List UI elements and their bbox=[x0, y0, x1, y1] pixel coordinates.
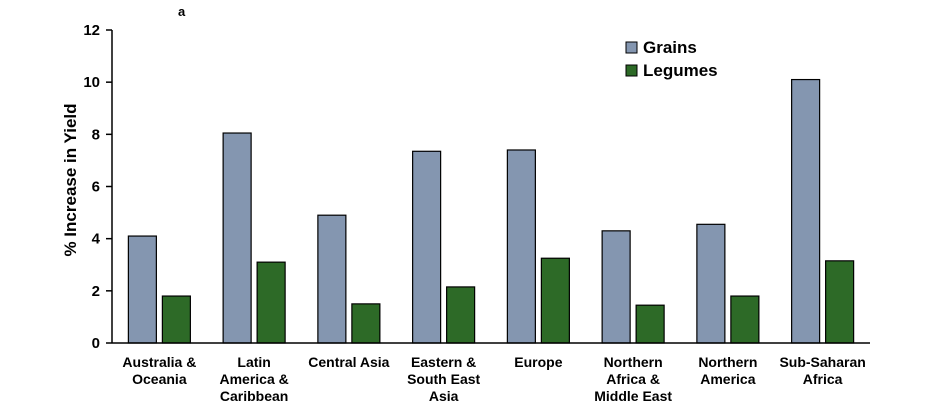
x-category-label: Eastern & bbox=[411, 354, 476, 370]
bar-legumes-5 bbox=[635, 304, 665, 344]
y-tick-label: 0 bbox=[92, 335, 100, 352]
bar-grains-5 bbox=[601, 230, 631, 344]
y-tick-label: 8 bbox=[92, 126, 100, 143]
bar-grains-3 bbox=[412, 150, 442, 344]
bar-legumes-3 bbox=[446, 286, 476, 344]
bar-legumes-1 bbox=[256, 261, 286, 344]
x-category-label: Middle East bbox=[594, 388, 672, 404]
bar-legumes-0 bbox=[161, 295, 191, 344]
x-category-label: America & bbox=[219, 371, 288, 387]
bar-grains-1 bbox=[222, 132, 252, 344]
y-axis-ticks: 0 2 4 6 8 10 12 bbox=[83, 22, 112, 352]
y-tick-label: 6 bbox=[92, 179, 100, 196]
panel-label: a bbox=[178, 4, 186, 19]
bar-grains-7 bbox=[791, 78, 821, 344]
bar-legumes-7 bbox=[825, 260, 855, 344]
y-axis-label: % Increase in Yield bbox=[61, 103, 80, 256]
x-category-label: Northern bbox=[698, 354, 757, 370]
x-category-label: Latin bbox=[237, 354, 270, 370]
x-category-label: Northern bbox=[604, 354, 663, 370]
x-category-label: Africa bbox=[803, 371, 843, 387]
x-category-label: Australia & bbox=[122, 354, 196, 370]
bars bbox=[127, 78, 855, 344]
x-category-label: America bbox=[700, 371, 755, 387]
x-category-label: Caribbean bbox=[220, 388, 288, 404]
x-category-label: Europe bbox=[514, 354, 562, 370]
x-category-label: Sub-Saharan bbox=[779, 354, 865, 370]
legend: Grains Legumes bbox=[625, 38, 718, 80]
bar-legumes-2 bbox=[351, 303, 381, 344]
bar-grains-0 bbox=[127, 235, 157, 344]
bar-legumes-6 bbox=[730, 295, 760, 344]
y-tick-label: 12 bbox=[83, 22, 100, 39]
x-category-label: Central Asia bbox=[308, 354, 389, 370]
x-category-label: Asia bbox=[429, 388, 459, 404]
y-tick-label: 2 bbox=[92, 283, 100, 300]
legend-swatch-grains bbox=[625, 41, 638, 54]
x-category-label: South East bbox=[407, 371, 480, 387]
bar-legumes-4 bbox=[540, 257, 570, 344]
x-category-label: Africa & bbox=[606, 371, 660, 387]
legend-label-legumes: Legumes bbox=[643, 61, 718, 80]
x-category-label: Oceania bbox=[132, 371, 187, 387]
y-tick-label: 4 bbox=[92, 231, 101, 248]
bar-grains-2 bbox=[317, 214, 347, 344]
legend-swatch-legumes bbox=[625, 64, 638, 77]
y-tick-label: 10 bbox=[83, 74, 100, 91]
bar-grains-4 bbox=[506, 149, 536, 344]
legend-label-grains: Grains bbox=[643, 38, 697, 57]
bar-grains-6 bbox=[696, 223, 726, 344]
